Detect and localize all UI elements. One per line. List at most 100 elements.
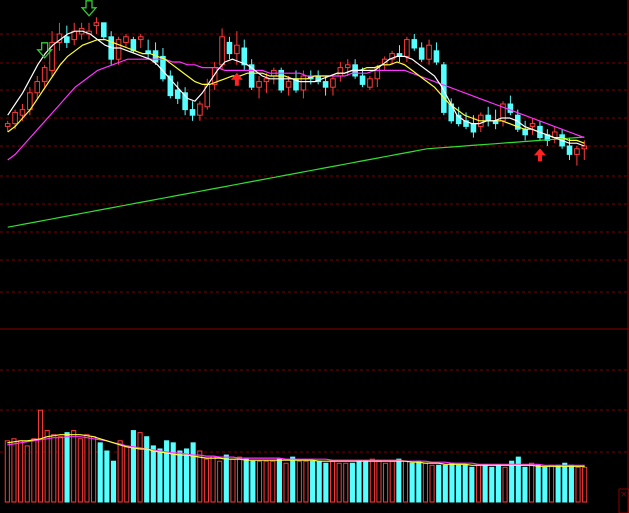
volume-ma5-line — [7, 434, 585, 467]
candle-body — [374, 67, 381, 80]
buy-arrow-icon — [230, 72, 243, 86]
volume-bar — [416, 460, 422, 503]
candle-body — [359, 75, 366, 85]
candle-body — [581, 145, 588, 150]
volume-bar — [402, 460, 409, 503]
candlestick — [278, 67, 285, 93]
candle-body — [485, 114, 491, 122]
volume-bar — [270, 460, 276, 503]
candle-body — [522, 128, 528, 136]
candlestick — [330, 76, 336, 96]
candle-body — [344, 64, 351, 69]
candle-body — [330, 78, 336, 88]
candlestick — [441, 62, 447, 116]
ma60-line — [7, 136, 585, 228]
volume-bar — [515, 456, 521, 503]
volume-bar — [349, 462, 355, 503]
volume-bar — [343, 462, 349, 503]
volume-bar — [37, 409, 44, 503]
candle-body — [189, 109, 196, 116]
candlestick — [123, 34, 129, 48]
volume-bar — [77, 438, 83, 503]
volume-bar — [522, 466, 528, 503]
sell-arrow-icon — [80, 0, 98, 17]
candlestick — [507, 95, 514, 116]
volume-bar — [290, 456, 296, 503]
candle-body — [93, 22, 100, 27]
candlestick — [574, 146, 580, 166]
candle-body — [574, 148, 580, 155]
volume-bar — [502, 466, 508, 503]
candlestick — [396, 45, 403, 62]
volume-bar — [409, 462, 415, 503]
candlestick — [529, 118, 536, 135]
candle-body — [41, 67, 48, 83]
candlestick — [64, 25, 70, 48]
ma5-line — [7, 30, 585, 147]
candle-body — [19, 109, 26, 116]
volume-bar — [509, 460, 515, 503]
volume-bar — [303, 460, 309, 503]
volume-bar — [582, 466, 588, 503]
volume-bar — [97, 442, 103, 503]
candlestick — [189, 101, 196, 121]
corner-box[interactable] — [618, 488, 629, 513]
volume-bar — [91, 436, 97, 503]
candlestick — [544, 129, 551, 146]
volume-bar — [170, 442, 176, 503]
volume-bar — [157, 448, 163, 503]
candlestick — [34, 76, 41, 99]
candle-body — [404, 39, 410, 57]
candle-body — [455, 114, 462, 125]
volume-bar — [422, 462, 428, 503]
volume-bar — [489, 466, 495, 503]
volume-bar — [529, 462, 535, 503]
candle-body — [433, 50, 440, 63]
candle-body — [234, 44, 240, 55]
candle-body — [441, 64, 447, 113]
candle-body — [566, 145, 573, 155]
candle-body — [115, 39, 122, 60]
buy-arrow-icon — [533, 148, 546, 162]
volume-bar — [130, 430, 136, 503]
candlestick — [145, 39, 151, 60]
volume-bar — [197, 450, 203, 503]
volume-bar — [495, 464, 501, 503]
volume-bar — [230, 458, 236, 503]
candlestick — [522, 120, 528, 141]
candle-body — [248, 64, 255, 88]
candlestick — [71, 22, 78, 46]
candle-body — [123, 36, 129, 43]
candlestick — [322, 76, 329, 96]
close-icon[interactable]: × — [620, 490, 628, 500]
candle-body — [137, 36, 144, 41]
candle-body — [418, 47, 425, 60]
scroll-corner[interactable]: × — [618, 488, 629, 513]
volume-bar — [263, 460, 269, 503]
volume-bar — [548, 464, 555, 503]
volume-bar — [137, 432, 143, 503]
candlestick — [566, 137, 573, 160]
volume-bar — [369, 458, 375, 503]
candle-body — [34, 81, 41, 94]
volume-bar — [276, 458, 282, 503]
candlestick — [197, 101, 203, 121]
volume-bar — [462, 464, 468, 503]
volume-bar — [31, 438, 37, 503]
volume-bar — [436, 464, 442, 503]
volume-bar — [144, 436, 150, 503]
candlestick — [248, 59, 255, 90]
volume-bar — [482, 464, 488, 503]
candle-body — [367, 78, 373, 88]
volume-bar — [363, 460, 369, 503]
volume-bar — [535, 464, 541, 503]
volume-bar — [316, 460, 322, 503]
volume-bar — [24, 445, 30, 503]
candle-body — [337, 67, 344, 77]
volume-bar — [575, 466, 581, 503]
candle-body — [529, 123, 536, 127]
candlestick — [167, 70, 174, 99]
volume-bar — [442, 464, 448, 503]
volume-bar — [396, 458, 402, 503]
